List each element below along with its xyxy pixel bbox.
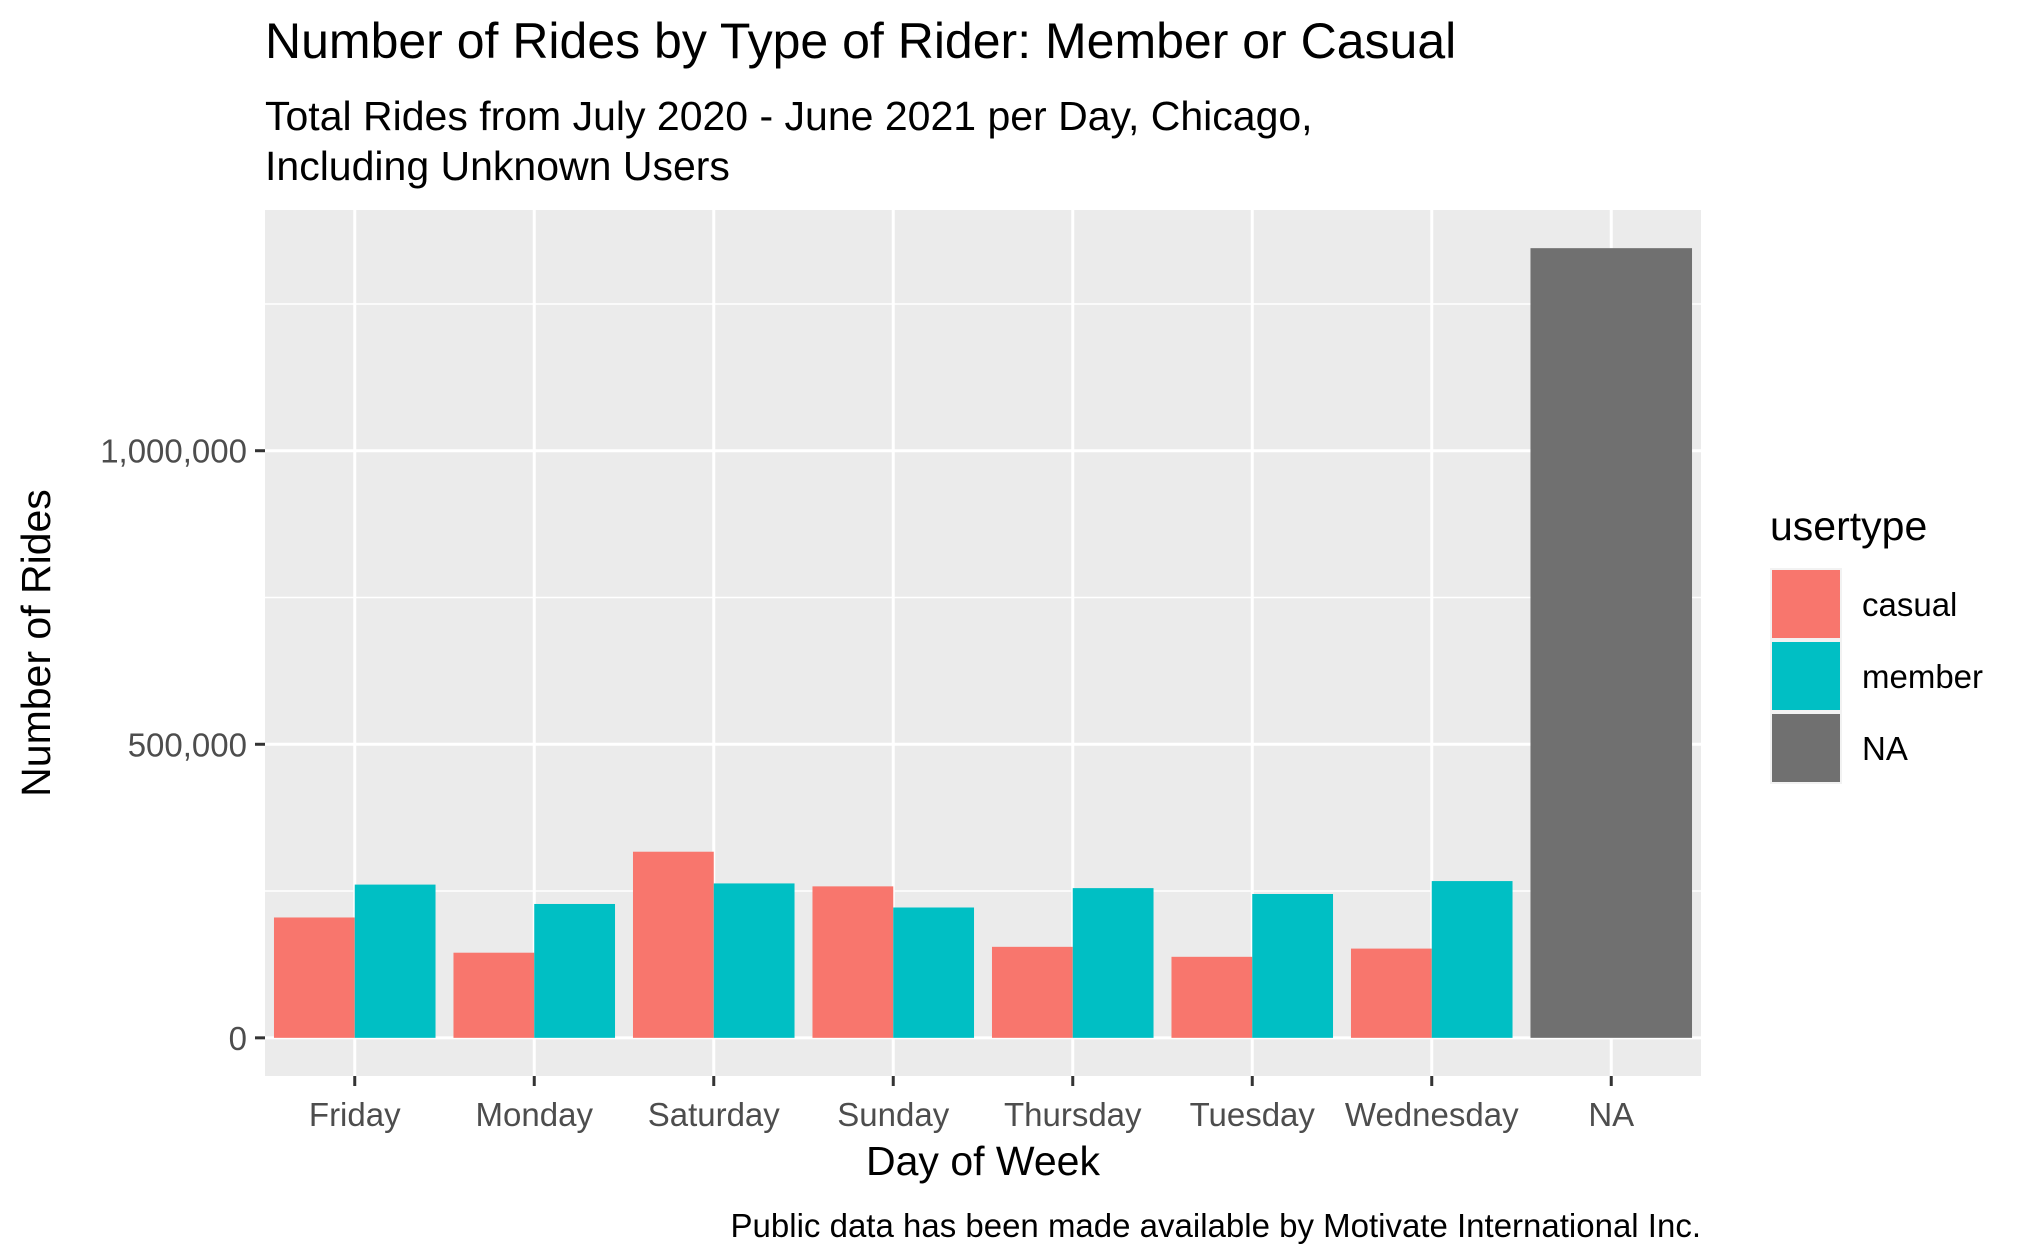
bar-casual-thursday xyxy=(991,946,1073,1038)
y-axis: 0 500,000 1,000,000 xyxy=(100,433,265,1057)
x-tick-label: NA xyxy=(1588,1096,1634,1133)
plot-area: 0 500,000 1,000,000 Friday Monday Saturday Su… xyxy=(100,210,1701,1133)
chart-title: Number of Rides by Type of Rider: Member… xyxy=(265,13,1456,69)
x-tick-label: Wednesday xyxy=(1345,1096,1519,1133)
chart-subtitle-line-1: Total Rides from July 2020 - June 2021 p… xyxy=(265,93,1313,139)
x-tick-label: Saturday xyxy=(648,1096,781,1133)
bar-casual-friday xyxy=(273,917,355,1038)
legend-keys: casual member NA xyxy=(1770,568,1983,784)
bar-casual-saturday xyxy=(632,851,714,1038)
y-tick-label: 1,000,000 xyxy=(100,433,247,470)
legend-swatch-member xyxy=(1772,642,1840,710)
bars xyxy=(273,248,1693,1038)
x-tick-label: Monday xyxy=(476,1096,594,1133)
legend-label-NA: NA xyxy=(1862,730,1908,767)
bar-member-friday xyxy=(354,884,436,1038)
legend-label-casual: casual xyxy=(1862,586,1957,623)
bar-member-monday xyxy=(534,903,616,1038)
bar-casual-monday xyxy=(453,952,535,1038)
bar-casual-sunday xyxy=(812,886,894,1038)
legend-title: usertype xyxy=(1770,503,1927,549)
x-tick-label: Thursday xyxy=(1004,1096,1142,1133)
x-axis-title: Day of Week xyxy=(866,1138,1100,1184)
bar-member-thursday xyxy=(1072,888,1154,1038)
chart-subtitle-line-2: Including Unknown Users xyxy=(265,143,730,189)
chart-caption: Public data has been made available by M… xyxy=(731,1207,1701,1244)
bar-member-tuesday xyxy=(1252,893,1334,1038)
bar-member-saturday xyxy=(713,883,795,1038)
bar-member-wednesday xyxy=(1431,881,1513,1038)
legend-swatch-casual xyxy=(1772,570,1840,638)
bar-NA-na xyxy=(1530,248,1693,1038)
x-tick-label: Tuesday xyxy=(1190,1096,1316,1133)
y-axis-title: Number of Rides xyxy=(13,489,59,797)
legend-swatch-NA xyxy=(1772,714,1840,782)
x-tick-label: Friday xyxy=(309,1096,401,1133)
bar-casual-tuesday xyxy=(1171,956,1253,1038)
legend-label-member: member xyxy=(1862,658,1983,695)
x-tick-label: Sunday xyxy=(837,1096,949,1133)
bar-casual-wednesday xyxy=(1350,948,1432,1038)
x-axis: Friday Monday Saturday Sunday Thursday Tuesda… xyxy=(309,1076,1634,1133)
y-tick-label: 0 xyxy=(229,1020,247,1057)
legend: usertype casual member NA xyxy=(1770,503,1983,784)
bar-member-sunday xyxy=(893,907,975,1038)
y-tick-label: 500,000 xyxy=(128,726,247,763)
